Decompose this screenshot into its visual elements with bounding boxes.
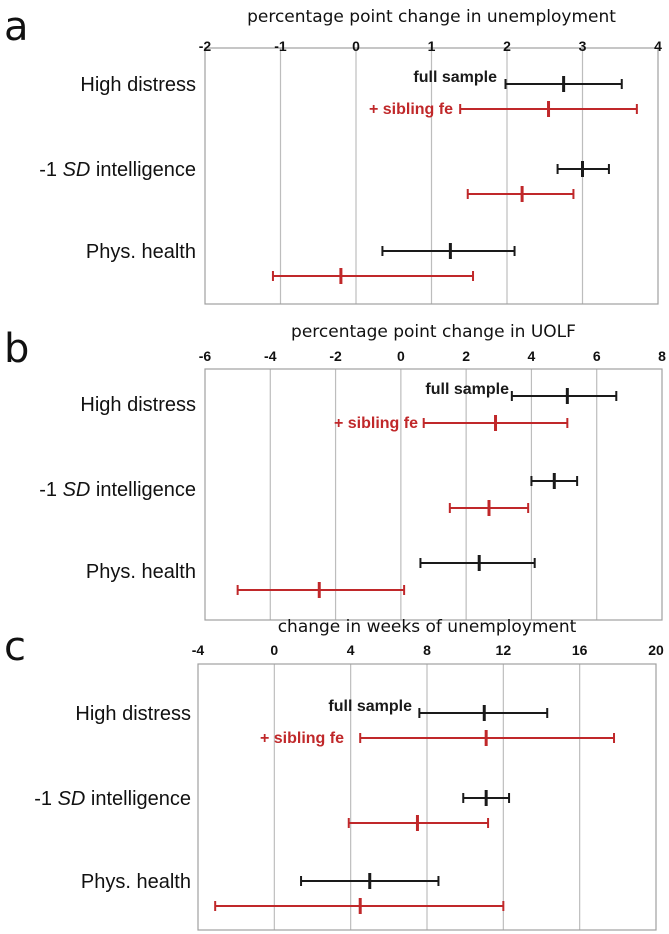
tick-label: 1 — [428, 38, 436, 54]
legend-sibling-fe: + sibling fe — [260, 730, 344, 747]
legend-full-sample: full sample — [413, 69, 497, 86]
category-label: High distress — [80, 394, 196, 416]
plot-frame — [197, 663, 657, 931]
tick-label: 12 — [496, 642, 512, 658]
tick-label: 0 — [352, 38, 360, 54]
panel-c: c change in weeks of unemployment -4 0 4 8 12 1… — [4, 617, 664, 931]
panel-letter: b — [4, 326, 29, 372]
tick-label: 8 — [658, 348, 666, 364]
category-label: Phys. health — [81, 871, 191, 893]
panel-a: a percentage point change in unemployment… — [4, 4, 662, 305]
tick-label: 2 — [462, 348, 470, 364]
axis-title: percentage point change in unemployment — [247, 7, 616, 27]
tick-label: -2 — [199, 38, 212, 54]
category-label: Phys. health — [86, 561, 196, 583]
tick-label: 6 — [593, 348, 601, 364]
legend-sibling-fe: + sibling fe — [334, 415, 418, 432]
tick-label: 16 — [572, 642, 588, 658]
tick-label: 4 — [347, 642, 355, 658]
category-label: -1 SD intelligence — [39, 479, 196, 501]
panel-b: b percentage point change in UOLF -6 -4 -2 0 2… — [4, 322, 666, 621]
tick-label: 8 — [423, 642, 431, 658]
axis-title: change in weeks of unemployment — [278, 617, 577, 637]
tick-label: -6 — [199, 348, 212, 364]
tick-label: 4 — [528, 348, 536, 364]
panel-letter: c — [4, 624, 26, 670]
category-label: High distress — [75, 703, 191, 725]
tick-label: 0 — [270, 642, 278, 658]
legend-sibling-fe: + sibling fe — [369, 101, 453, 118]
legend-full-sample: full sample — [425, 381, 509, 398]
tick-label: 2 — [503, 38, 511, 54]
category-label: Phys. health — [86, 241, 196, 263]
panel-letter: a — [4, 4, 29, 50]
axis-title: percentage point change in UOLF — [291, 322, 576, 342]
tick-label: 3 — [579, 38, 587, 54]
category-label: High distress — [80, 74, 196, 96]
plot-frame — [204, 47, 659, 305]
tick-label: 0 — [397, 348, 405, 364]
tick-label: -4 — [264, 348, 277, 364]
category-label: -1 SD intelligence — [34, 788, 191, 810]
plot-frame — [204, 368, 663, 621]
tick-label: -4 — [192, 642, 205, 658]
tick-label: 4 — [654, 38, 662, 54]
tick-label: -1 — [274, 38, 287, 54]
tick-label: 20 — [648, 642, 664, 658]
legend-full-sample: full sample — [328, 698, 412, 715]
category-label: -1 SD intelligence — [39, 159, 196, 181]
tick-label: -2 — [329, 348, 342, 364]
